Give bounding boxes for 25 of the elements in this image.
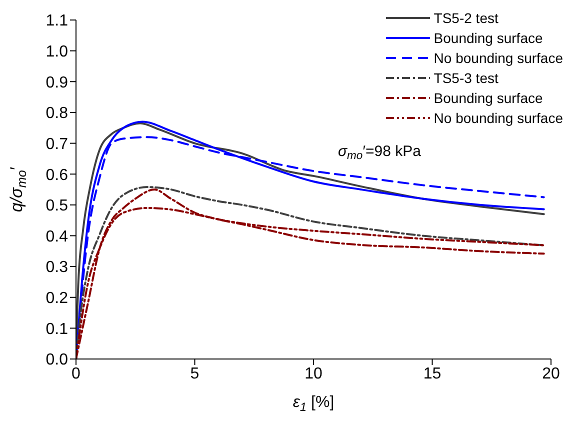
y-tick-label: 0.7 (46, 136, 68, 153)
y-tick-label: 0.1 (46, 320, 68, 338)
y-tick-label: 0.2 (46, 290, 68, 308)
x-tick-label: 0 (72, 365, 81, 382)
x-axis-title: ε$_{1}$ [%] (292, 394, 334, 414)
legend-label: No bounding surface (434, 109, 563, 128)
y-tick-label: 0.8 (46, 105, 68, 122)
y-tick-label: 1.0 (46, 44, 68, 60)
x-tick-label: 15 (423, 365, 442, 382)
y-tick-label: 0.0 (46, 352, 68, 369)
y-tick-label: 0.3 (46, 259, 68, 276)
x-tick-label: 10 (304, 365, 322, 382)
legend-label: No bounding surface (434, 49, 563, 68)
x-tick-label: 5 (190, 365, 200, 382)
y-tick-label: 1.1 (46, 12, 68, 30)
legend-label: TS5-3 test (434, 69, 498, 88)
y-tick-label: 0.4 (46, 228, 68, 246)
legend-label: Bounding surface (434, 89, 543, 108)
legend-label: Bounding surface (434, 29, 543, 48)
y-tick-label: 0.6 (46, 166, 68, 184)
x-tick-label: 20 (542, 365, 560, 382)
annotation: σ$_{mo}$′=98 kPa (338, 143, 422, 162)
y-tick-label: 0.5 (46, 198, 68, 215)
y-tick-label: 0.9 (46, 74, 68, 92)
legend-label: TS5-2 test (434, 9, 498, 28)
